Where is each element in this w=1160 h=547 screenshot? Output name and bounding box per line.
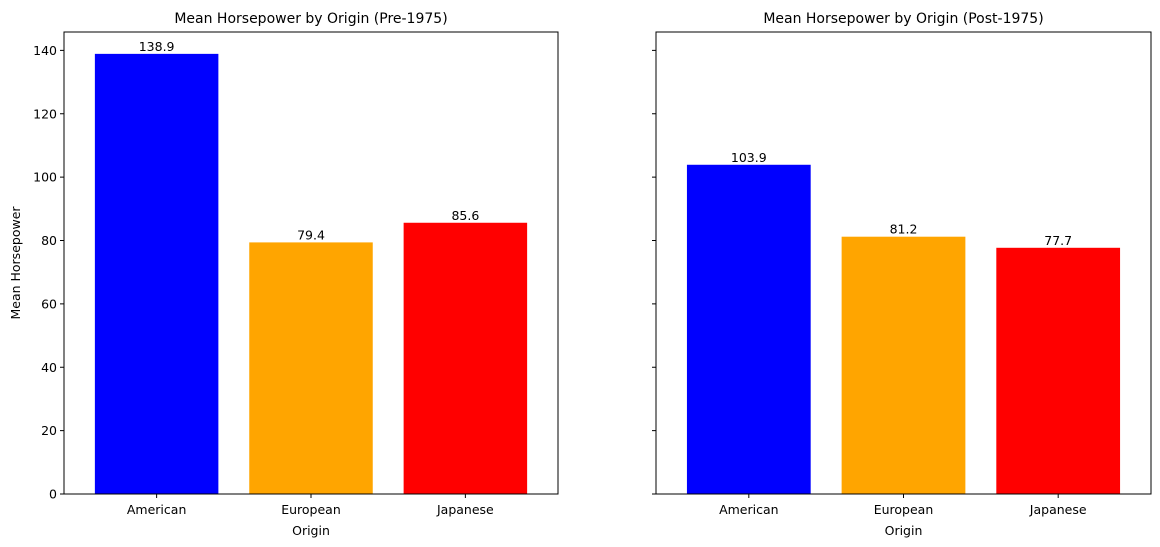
bar-american — [94, 53, 219, 494]
y-axis-label: Mean Horsepower — [8, 206, 23, 320]
bar-japanese — [996, 247, 1121, 494]
chart-pre-1975: 138.9 79.4 85.6 0 20 40 60 80 100 120 140 American E… — [8, 11, 559, 538]
data-label-japanese: 77.7 — [1044, 233, 1072, 248]
y-tick-label: 60 — [41, 296, 57, 311]
x-tick-label-american: American — [719, 502, 779, 517]
x-tick-label-japanese: Japanese — [436, 502, 494, 517]
data-label-european: 81.2 — [890, 222, 918, 237]
x-tick-label-european: European — [281, 502, 341, 517]
x-tick-label-european: European — [874, 502, 934, 517]
y-tick-label: 120 — [33, 106, 57, 121]
x-tick-label-japanese: Japanese — [1029, 502, 1087, 517]
y-tick-label: 20 — [41, 423, 57, 438]
chart-post-1975: 103.9 81.2 77.7 American European Japanese Mea… — [652, 11, 1152, 538]
chart-title: Mean Horsepower by Origin (Pre-1975) — [174, 11, 447, 27]
data-label-american: 103.9 — [731, 150, 767, 165]
x-axis-label: Origin — [885, 523, 923, 538]
bar-european — [841, 236, 966, 494]
y-tick-label: 40 — [41, 360, 57, 375]
x-axis-label: Origin — [292, 523, 330, 538]
bar-american — [686, 164, 811, 495]
data-label-european: 79.4 — [297, 227, 325, 242]
bar-japanese — [403, 222, 528, 494]
data-label-american: 138.9 — [139, 39, 175, 54]
x-tick-label-american: American — [127, 502, 187, 517]
data-label-japanese: 85.6 — [451, 208, 479, 223]
y-tick-label: 100 — [33, 170, 57, 185]
chart-title: Mean Horsepower by Origin (Post-1975) — [763, 11, 1043, 27]
y-tick-label: 80 — [41, 233, 57, 248]
y-tick-label: 140 — [33, 43, 57, 58]
bar-european — [249, 242, 373, 494]
y-tick-label: 0 — [49, 487, 57, 502]
